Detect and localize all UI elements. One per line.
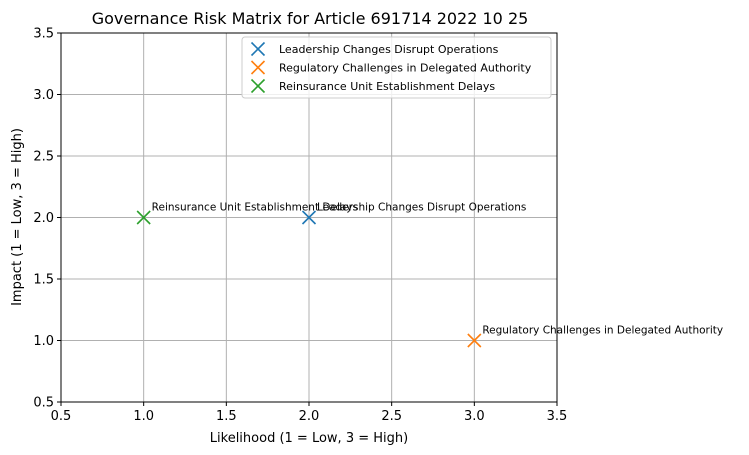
data-point <box>136 210 151 225</box>
x-tick-label: 1.5 <box>216 409 237 424</box>
legend-marker <box>250 41 266 57</box>
y-tick-label: 3.0 <box>33 88 54 103</box>
y-tick-label: 2.0 <box>33 211 54 226</box>
legend-entry: Leadership Changes Disrupt Operations <box>279 43 499 56</box>
x-tick-label: 3.0 <box>464 409 485 424</box>
x-axis-label: Likelihood (1 = Low, 3 = High) <box>210 431 408 446</box>
y-tick-label: 2.5 <box>33 150 54 165</box>
x-tick-label: 3.5 <box>547 409 568 424</box>
point-annotation: Regulatory Challenges in Delegated Autho… <box>482 325 723 337</box>
y-tick-label: 1.0 <box>33 334 54 349</box>
legend-marker <box>250 78 266 94</box>
x-tick-label: 0.5 <box>51 409 72 424</box>
legend-box <box>241 36 552 99</box>
y-axis-label: Impact (1 = Low, 3 = High) <box>10 128 25 306</box>
y-tick-label: 1.5 <box>33 273 54 288</box>
y-tick-label: 0.5 <box>33 396 54 411</box>
point-annotation: Leadership Changes Disrupt Operations <box>317 202 526 214</box>
data-point <box>467 333 482 348</box>
legend-marker <box>250 60 266 75</box>
plot-frame <box>60 32 558 403</box>
axes-layer: 0.5 1.0 1.5 2.0 2.5 3.0 3.5 0.5 1.0 1.5 2.0 2.5 3.0 3… <box>33 27 567 425</box>
legend-entry: Regulatory Challenges in Delegated Autho… <box>279 62 532 75</box>
legend-entry: Reinsurance Unit Establishment Delays <box>279 80 495 93</box>
legend: Leadership Changes Disrupt Operations Reg… <box>241 36 552 99</box>
point-annotation: Reinsurance Unit Establishment Delays <box>152 202 358 214</box>
points-layer <box>136 210 482 348</box>
y-tick-label: 3.5 <box>33 27 54 42</box>
chart-title: Governance Risk Matrix for Article 69171… <box>92 9 529 28</box>
annotations-layer: Leadership Changes Disrupt Operations Reg… <box>152 202 723 337</box>
x-tick-label: 1.0 <box>133 409 154 424</box>
data-point <box>301 210 317 225</box>
x-tick-label: 2.5 <box>381 409 402 424</box>
x-tick-label: 2.0 <box>299 409 320 424</box>
